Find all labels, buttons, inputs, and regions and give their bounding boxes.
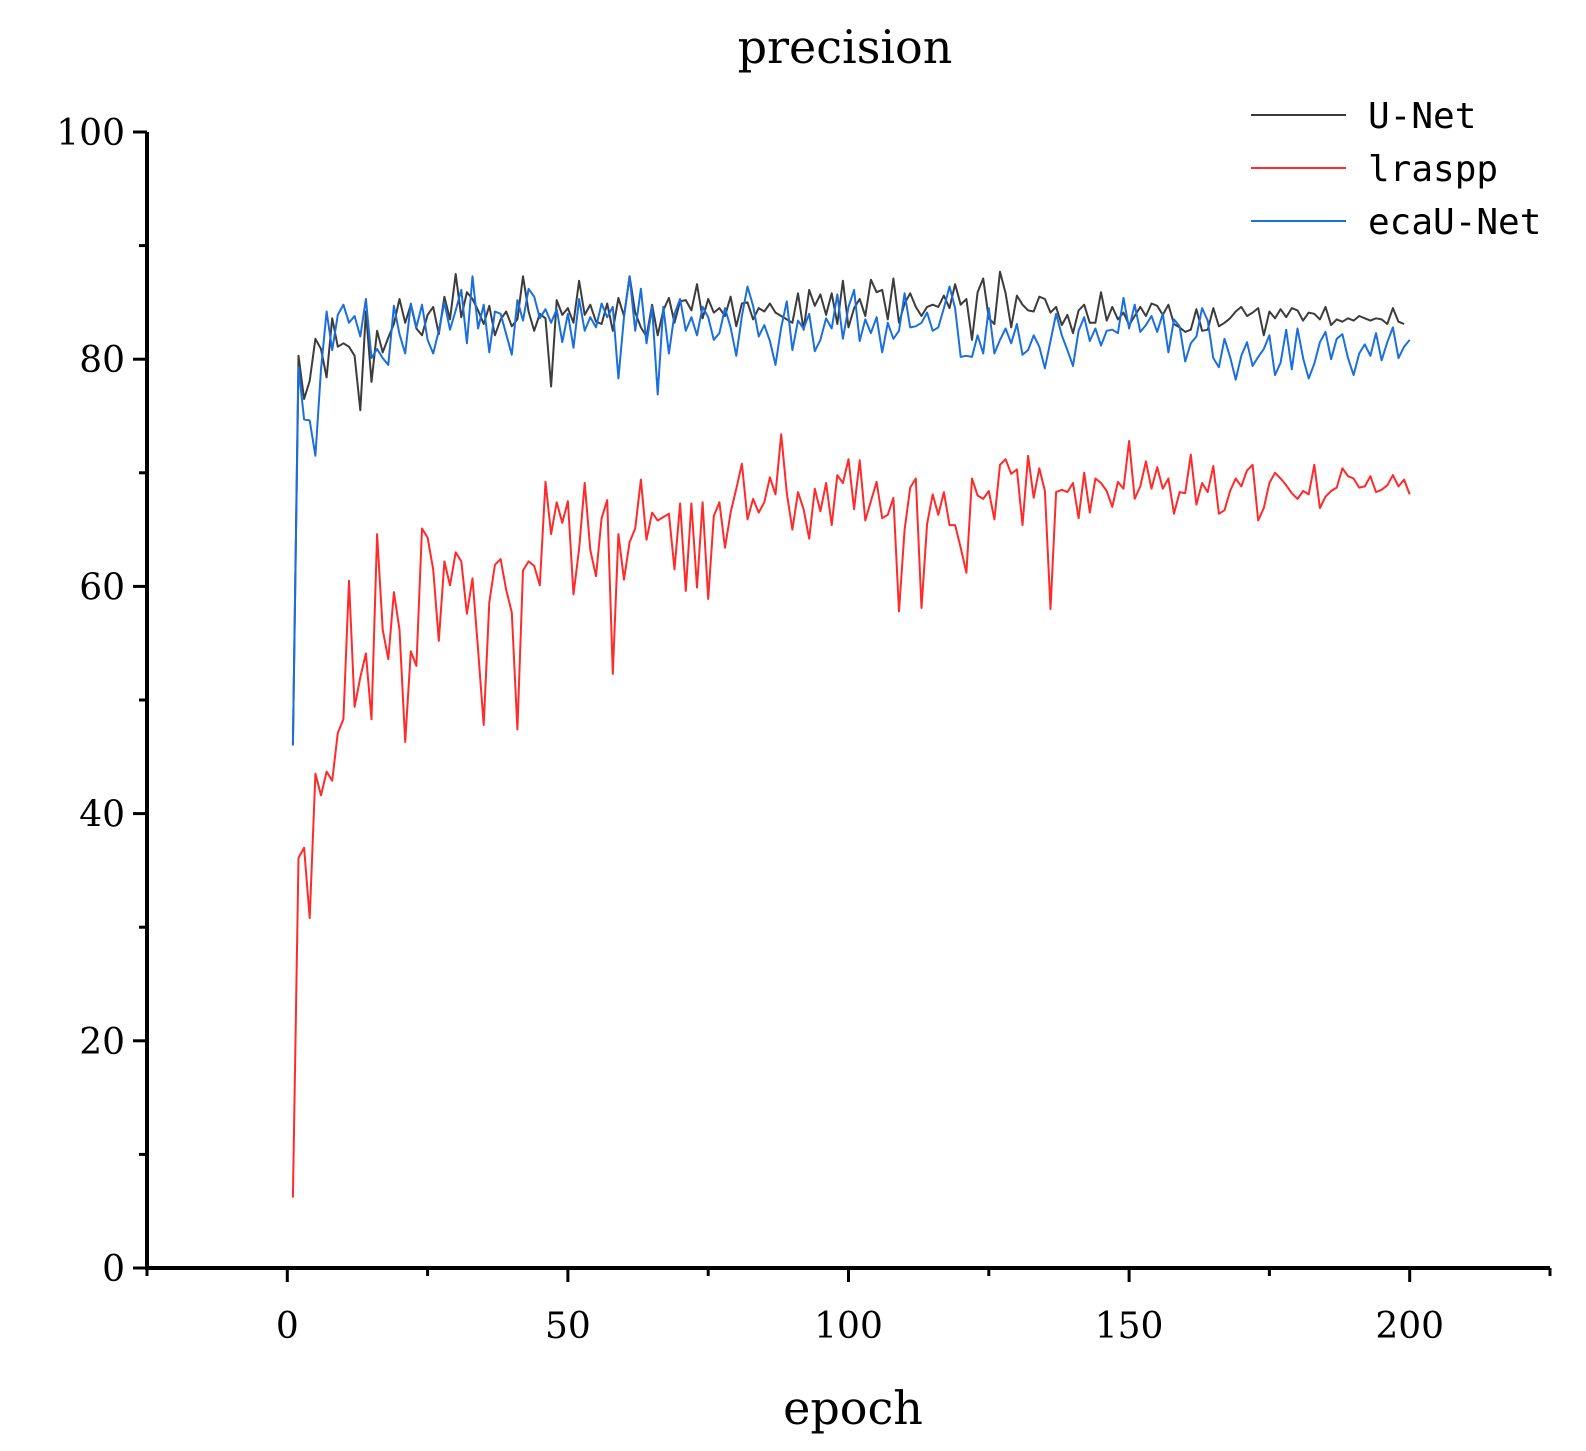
- x-tick-label: 150: [1095, 1306, 1164, 1347]
- y-tick-label: 40: [79, 795, 125, 836]
- y-tick-label: 60: [79, 567, 125, 608]
- x-axis-ticks: 0 50 100 150 200: [145, 1268, 1552, 1347]
- chart-title: precision: [738, 20, 953, 74]
- x-tick-label: 200: [1375, 1306, 1444, 1347]
- y-tick-label: 20: [79, 1022, 125, 1063]
- series-line-lraspp: [291, 433, 1411, 1198]
- x-tick-label: 0: [276, 1306, 299, 1347]
- x-axis-label: epoch: [783, 1381, 923, 1435]
- plot-lines: [291, 270, 1411, 1198]
- y-axis-ticks: 0 20 40 60 80 100: [56, 113, 147, 1290]
- x-tick-label: 100: [814, 1306, 883, 1347]
- series-line-u-net: [291, 270, 1405, 746]
- legend-label: ecaU-Net: [1368, 202, 1541, 243]
- legend: U-Net lraspp ecaU-Net: [1251, 96, 1541, 243]
- y-tick-label: 80: [79, 340, 125, 381]
- series-line-ecau-net: [291, 275, 1411, 746]
- y-tick-label: 0: [102, 1249, 125, 1290]
- legend-label: lraspp: [1368, 149, 1498, 190]
- legend-label: U-Net: [1368, 96, 1476, 137]
- x-tick-label: 50: [545, 1306, 591, 1347]
- y-tick-label: 100: [56, 113, 125, 154]
